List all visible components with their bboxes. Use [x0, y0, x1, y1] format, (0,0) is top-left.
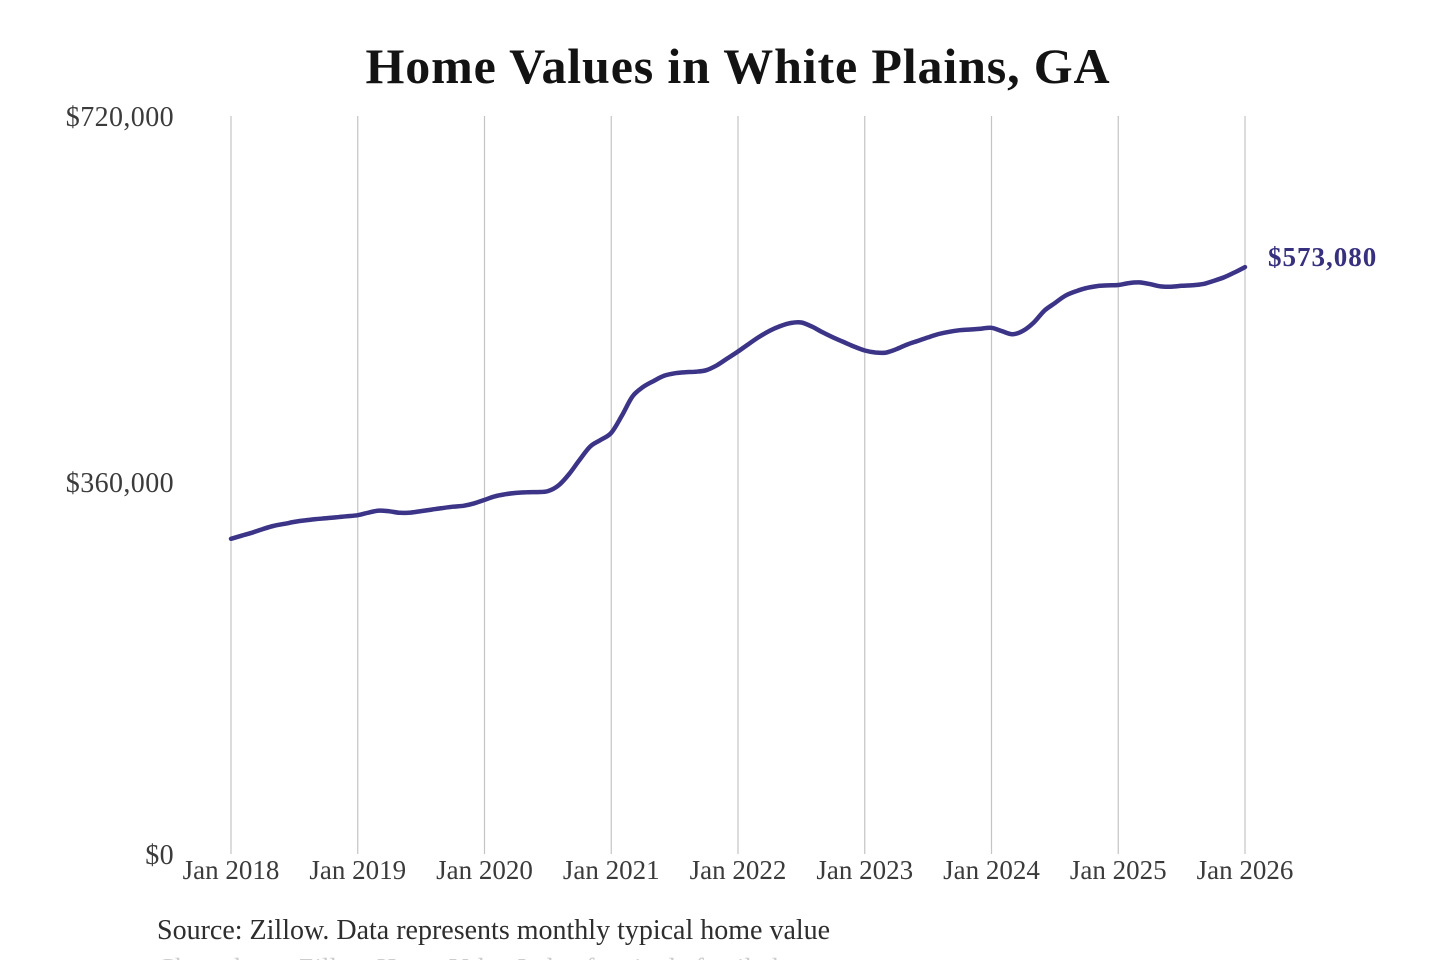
svg-text:Jan 2024: Jan 2024 — [943, 855, 1040, 885]
svg-text:Jan 2018: Jan 2018 — [183, 855, 280, 885]
svg-text:Jan 2021: Jan 2021 — [563, 855, 660, 885]
svg-text:Jan 2020: Jan 2020 — [436, 855, 533, 885]
svg-text:Jan 2025: Jan 2025 — [1070, 855, 1167, 885]
svg-text:Jan 2022: Jan 2022 — [690, 855, 787, 885]
svg-text:Jan 2023: Jan 2023 — [816, 855, 913, 885]
svg-text:Jan 2019: Jan 2019 — [309, 855, 406, 885]
svg-text:$573,080: $573,080 — [1268, 242, 1377, 272]
svg-text:$360,000: $360,000 — [66, 468, 174, 499]
svg-text:$720,000: $720,000 — [66, 102, 174, 133]
svg-text:Chart shows Zillow Home Value: Chart shows Zillow Home Value Index for … — [157, 953, 843, 960]
svg-text:Jan 2026: Jan 2026 — [1197, 855, 1294, 885]
svg-text:$0: $0 — [145, 840, 174, 871]
svg-text:Home Values in White Plains, G: Home Values in White Plains, GA — [366, 38, 1111, 94]
svg-text:Source: Zillow. Data represent: Source: Zillow. Data represents monthly … — [157, 915, 830, 946]
